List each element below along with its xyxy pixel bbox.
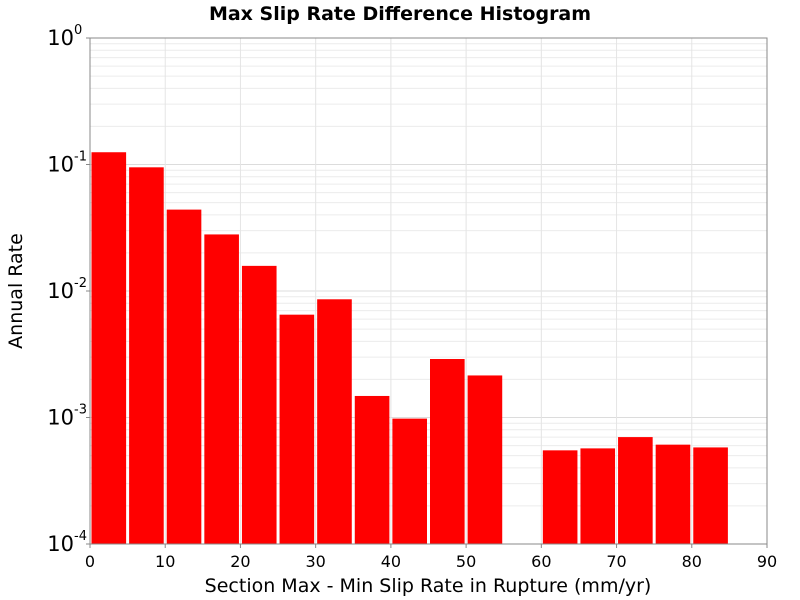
histogram-bar	[618, 437, 653, 544]
histogram-bar	[241, 265, 277, 544]
x-axis-label: Section Max - Min Slip Rate in Rupture (…	[205, 575, 652, 597]
y-axis-label: Annual Rate	[5, 233, 27, 349]
x-tick-label: 30	[305, 552, 325, 571]
x-tick-label: 80	[682, 552, 702, 571]
histogram-bar	[204, 234, 239, 544]
histogram-bar	[279, 314, 315, 544]
y-tick-label: 10	[47, 406, 74, 430]
x-tick-label: 70	[606, 552, 626, 571]
y-tick-exponent: -4	[74, 529, 87, 544]
y-tick-label: 10	[47, 532, 74, 556]
x-tick-label: 50	[456, 552, 476, 571]
histogram-bar	[655, 444, 691, 544]
histogram-bar	[129, 167, 164, 544]
histogram-bar	[166, 209, 202, 544]
histogram-bar	[542, 450, 578, 544]
x-tick-label: 10	[155, 552, 175, 571]
x-tick-label: 40	[381, 552, 401, 571]
x-tick-label: 20	[230, 552, 250, 571]
x-tick-label: 60	[531, 552, 551, 571]
histogram-bar	[693, 447, 728, 544]
x-tick-label: 0	[85, 552, 95, 571]
x-tick-label: 90	[757, 552, 777, 571]
y-tick-label: 10	[47, 153, 74, 177]
bars	[91, 152, 728, 544]
histogram-bar	[467, 375, 503, 544]
histogram-bar	[392, 418, 427, 544]
histogram-bar	[430, 359, 465, 544]
y-tick-exponent: 0	[74, 23, 82, 38]
y-tick-exponent: -2	[74, 276, 87, 291]
y-tick-exponent: -3	[74, 403, 87, 418]
chart-title: Max Slip Rate Difference Histogram	[209, 3, 591, 25]
x-axis-ticks: 0 10 20 30 40 50 60 70 80 90	[85, 544, 777, 571]
y-tick-exponent: -1	[74, 150, 87, 165]
grid-lines	[89, 38, 768, 545]
histogram-bar	[317, 299, 352, 544]
histogram-bar	[91, 152, 127, 544]
y-tick-label: 10	[47, 26, 74, 50]
histogram-bar	[354, 395, 390, 544]
y-tick-label: 10	[47, 279, 74, 303]
histogram-bar	[580, 448, 616, 544]
